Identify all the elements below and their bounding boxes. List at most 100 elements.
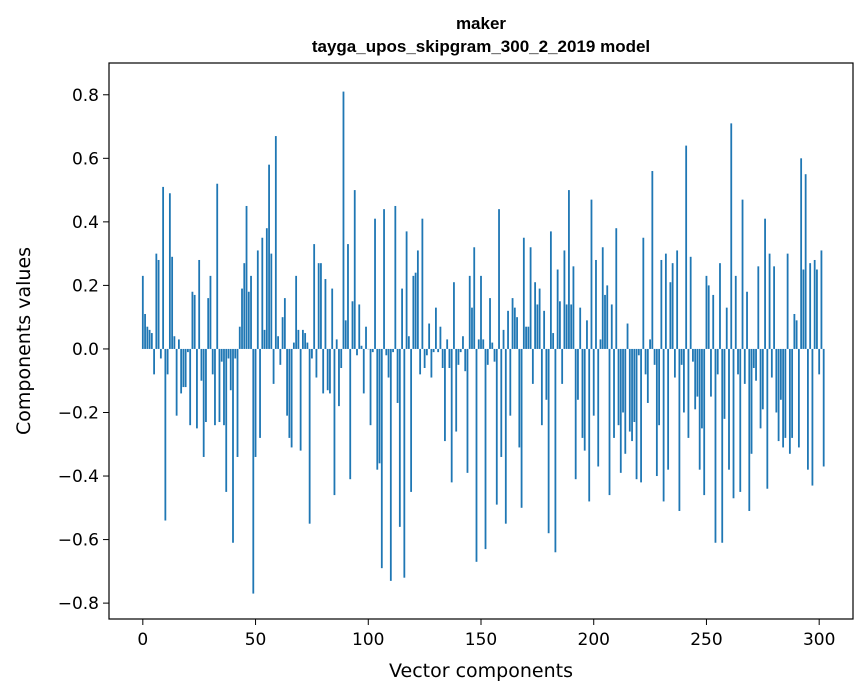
bar-component-119 [410, 348, 413, 492]
bar-component-201 [595, 259, 597, 349]
bar-component-143 [464, 348, 467, 372]
y-tick-label: 0.0 [72, 340, 99, 360]
bar-component-206 [606, 285, 609, 349]
bar-component-124 [421, 218, 424, 349]
bar-component-213 [622, 348, 624, 413]
bar-component-26 [200, 348, 203, 381]
bar-component-78 [317, 263, 320, 349]
bar-component-202 [597, 348, 600, 467]
bar-component-87 [338, 348, 340, 407]
bar-component-110 [389, 348, 392, 581]
bar-component-227 [653, 348, 656, 365]
bar-component-35 [220, 348, 223, 362]
bar-component-175 [536, 304, 539, 349]
bar-component-132 [439, 326, 442, 349]
bar-component-152 [484, 348, 487, 550]
bar-component-238 [678, 348, 681, 511]
bar-component-214 [624, 348, 627, 454]
bar-component-163 [509, 348, 512, 416]
bar-component-50 [254, 348, 257, 457]
bar-component-264 [737, 348, 739, 375]
bar-component-145 [468, 275, 471, 349]
bar-component-270 [750, 348, 753, 454]
bar-component-174 [534, 282, 537, 349]
bar-component-225 [649, 339, 651, 349]
bar-component-156 [493, 348, 496, 362]
bar-component-112 [394, 205, 397, 349]
bar-component-203 [599, 339, 602, 349]
y-axis-ticks: 0.8 0.6 0.4 0.2 0.0 −0.2 −0.4 −0.6 −0.8 [58, 86, 109, 614]
bar-component-144 [466, 348, 469, 473]
bar-component-73 [306, 342, 309, 349]
bar-component-200 [592, 348, 595, 416]
bar-component-301 [820, 250, 823, 349]
bar-component-272 [755, 348, 757, 381]
bar-component-42 [236, 348, 239, 457]
bar-component-179 [545, 348, 548, 400]
y-tick-label: −0.2 [58, 403, 99, 423]
y-tick-label: 0.4 [72, 213, 99, 233]
bar-component-299 [816, 269, 818, 349]
x-tick-label: 100 [352, 630, 384, 650]
bar-component-77 [315, 348, 318, 378]
bar-component-226 [651, 171, 654, 349]
bar-component-292 [800, 158, 803, 349]
bar-component-52 [259, 348, 261, 438]
bar-component-167 [518, 348, 521, 448]
bar-component-155 [491, 342, 494, 349]
bar-component-63 [283, 298, 286, 349]
bar-component-121 [414, 272, 417, 349]
bar-component-101 [369, 348, 372, 426]
bar-component-157 [495, 348, 498, 505]
bar-component-268 [746, 291, 748, 349]
bar-component-234 [669, 282, 672, 349]
bar-component-11 [166, 348, 169, 375]
bar-component-228 [655, 348, 658, 477]
bar-component-19 [184, 348, 187, 388]
bar-component-276 [764, 218, 766, 349]
bar-component-180 [547, 348, 550, 534]
bar-component-231 [662, 348, 665, 502]
bar-component-53 [261, 237, 264, 349]
bar-component-65 [288, 348, 291, 438]
bar-component-286 [786, 253, 789, 349]
bar-component-282 [777, 348, 780, 442]
bar-component-216 [628, 348, 631, 432]
bar-component-20 [187, 348, 189, 353]
bar-component-164 [511, 298, 514, 349]
bar-component-33 [216, 183, 219, 349]
bar-component-209 [613, 348, 615, 438]
bar-component-229 [658, 348, 661, 426]
bar-component-93 [351, 301, 354, 349]
x-tick-label: 250 [690, 630, 722, 650]
bar-component-129 [432, 348, 435, 353]
bar-component-274 [759, 348, 762, 429]
bar-component-105 [378, 348, 381, 464]
bar-component-212 [619, 348, 622, 473]
bar-component-61 [279, 348, 282, 365]
bar-component-196 [583, 348, 586, 451]
bar-component-207 [608, 348, 611, 496]
bar-component-230 [660, 259, 663, 349]
bar-component-80 [322, 348, 325, 394]
bar-component-221 [640, 348, 642, 483]
y-tick-label: −0.6 [58, 531, 99, 551]
bar-component-60 [277, 336, 279, 349]
bar-component-254 [714, 348, 717, 543]
bar-component-138 [453, 282, 455, 349]
bar-component-260 [728, 348, 730, 470]
bar-component-95 [356, 348, 358, 356]
bar-component-150 [480, 275, 482, 349]
bar-component-136 [448, 348, 451, 368]
bar-component-3 [148, 329, 151, 349]
bar-component-40 [232, 348, 234, 543]
bar-component-186 [561, 348, 564, 384]
bar-component-296 [809, 263, 812, 349]
bar-component-263 [734, 275, 737, 349]
bar-component-235 [671, 263, 674, 349]
bar-component-114 [398, 348, 401, 527]
bar-component-178 [543, 310, 546, 349]
bar-component-294 [804, 174, 807, 349]
bar-component-192 [574, 348, 577, 480]
bar-component-195 [581, 348, 584, 438]
